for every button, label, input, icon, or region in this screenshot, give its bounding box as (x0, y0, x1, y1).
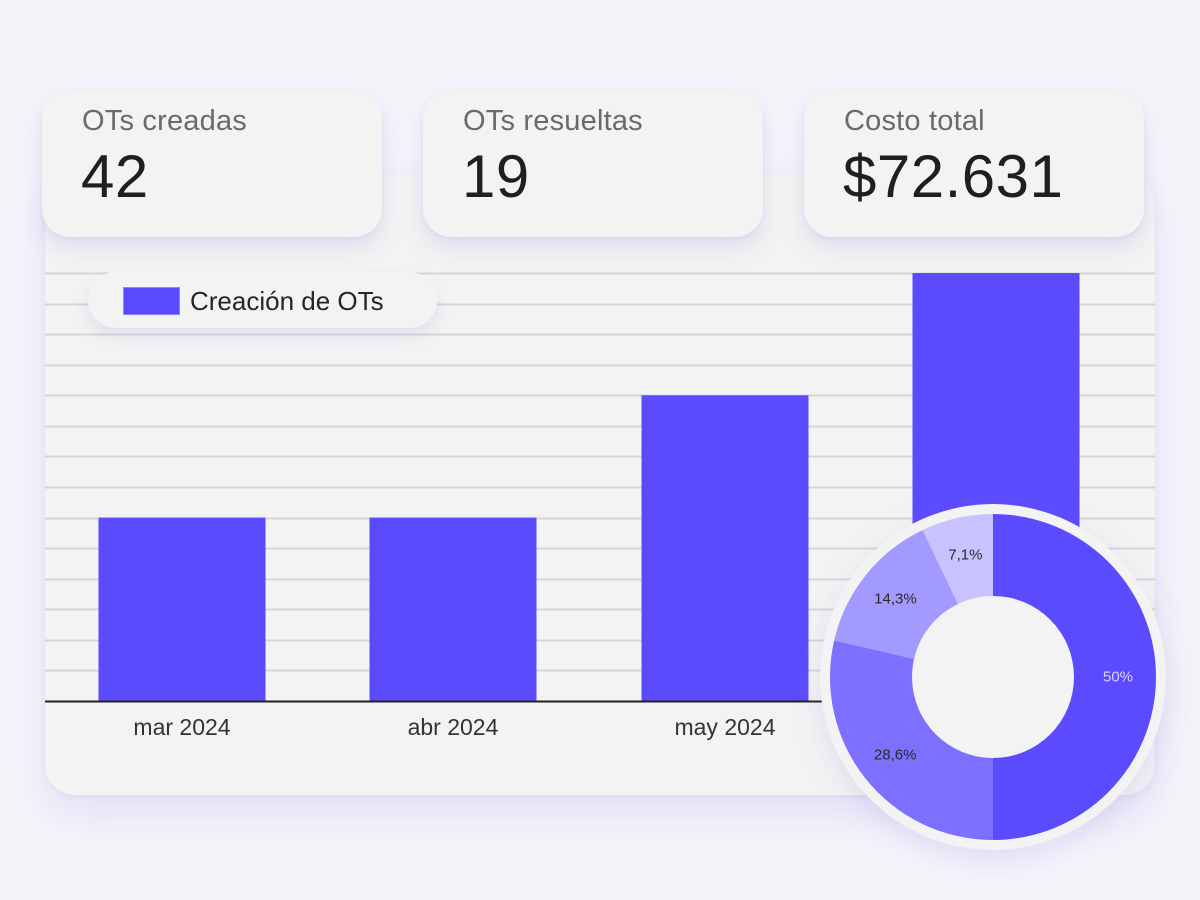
donut-slice-label: 50% (1103, 669, 1133, 686)
kpi-card-costo-total: Costo total $72.631 (804, 90, 1144, 237)
bar-mar-2024[interactable] (98, 517, 266, 701)
kpi-card-ots-resueltas: OTs resueltas 19 (423, 90, 763, 237)
bar-may-2024[interactable] (641, 395, 809, 701)
donut-slice-label: 7,1% (948, 547, 982, 564)
kpi-label: OTs resueltas (463, 105, 643, 137)
donut-hole (912, 596, 1074, 758)
x-tick-label: mar 2024 (133, 714, 231, 740)
x-tick-label: abr 2024 (407, 714, 499, 740)
donut-labels: 50% 28,6% 14,3% 7,1% (874, 547, 1133, 764)
kpi-label: OTs creadas (82, 105, 247, 137)
kpi-card-ots-creadas: OTs creadas 42 (42, 90, 382, 237)
donut-slice-label: 14,3% (874, 590, 917, 607)
donut-slice[interactable] (993, 514, 1156, 840)
bars (98, 273, 1080, 701)
legend-label: Creación de OTs (190, 286, 384, 316)
legend-swatch (123, 287, 180, 315)
kpi-value: $72.631 (843, 143, 1064, 210)
chart-legend[interactable]: Creación de OTs (88, 272, 437, 328)
donut-slice-label: 28,6% (874, 746, 917, 763)
x-tick-label: may 2024 (674, 714, 776, 740)
kpi-value: 42 (81, 143, 149, 210)
kpi-value: 19 (462, 143, 530, 210)
bar-abr-2024[interactable] (369, 517, 537, 701)
kpi-label: Costo total (844, 105, 985, 137)
